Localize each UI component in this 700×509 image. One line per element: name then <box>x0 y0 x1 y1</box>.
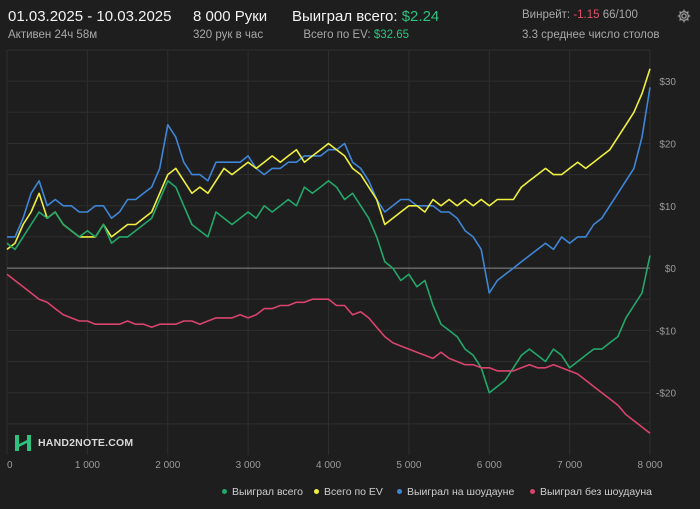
x-tick-label: 5 000 <box>396 460 421 471</box>
watermark-text: HAND2NOTE.COM <box>38 437 134 449</box>
winrate-summary: Винрейт: -1.15 66/100 <box>522 9 638 21</box>
legend-label: Выиграл без шоудауна <box>540 486 652 498</box>
winrate-label: Винрейт: <box>522 9 571 21</box>
won-total-label: Выиграл всего: <box>292 8 398 25</box>
active-time: Активен 24ч 58м <box>8 29 98 41</box>
winrate-value: -1.15 <box>573 9 600 21</box>
series-line-won-no-showdown <box>6 273 651 434</box>
chart-series <box>6 68 651 434</box>
x-tick-label: 1 000 <box>75 460 100 471</box>
legend-label: Выиграл на шоудауне <box>407 486 515 498</box>
x-tick-label: 6 000 <box>477 460 502 471</box>
won-total-summary: Выиграл всего: $2.24 <box>292 8 439 25</box>
legend-label: Выиграл всего <box>232 486 303 498</box>
winrate-count: 66/100 <box>602 9 638 21</box>
series-line-won-total <box>6 180 651 394</box>
ev-total-summary: Всего по EV: $32.65 <box>292 29 409 41</box>
y-tick-label: $10 <box>659 202 676 213</box>
y-tick-label: $30 <box>659 77 676 88</box>
legend-dot <box>397 488 402 494</box>
y-tick-label: $0 <box>665 264 677 275</box>
y-tick-label: -$10 <box>656 326 676 337</box>
x-tick-label: 8 000 <box>637 460 662 471</box>
series-line-won-showdown <box>7 87 651 294</box>
legend-label: Всего по EV <box>324 486 383 498</box>
legend-item-won-total[interactable]: Выиграл всего <box>222 486 303 498</box>
x-tick-label: 3 000 <box>236 460 261 471</box>
series-line-ev-total <box>6 68 651 251</box>
ev-total-label: Всего по EV: <box>303 29 371 41</box>
x-tick-label: 7 000 <box>557 460 582 471</box>
chart-grid <box>6 49 651 455</box>
x-tick-label: 4 000 <box>316 460 341 471</box>
x-tick-label: 2 000 <box>155 460 180 471</box>
avg-tables: 3.3 среднее число столов <box>522 29 660 41</box>
hands-count: 8 000 Руки <box>193 8 268 25</box>
hand2note-logo-icon <box>15 435 31 451</box>
legend-dot <box>222 488 227 494</box>
x-tick-label: 0 <box>7 460 13 471</box>
legend-dot <box>314 488 319 494</box>
chart-ticks: 0 1 000 2 000 3 000 4 000 5 000 6 000 7 000 8 00… <box>7 77 676 471</box>
date-range: 01.03.2025 - 10.03.2025 <box>8 8 172 25</box>
gear-icon[interactable] <box>676 8 692 24</box>
y-tick-label: -$20 <box>656 389 676 400</box>
legend-item-won-no-showdown[interactable]: Выиграл без шоудауна <box>530 486 652 498</box>
hands-per-hour: 320 рук в час <box>193 29 264 41</box>
ev-total-value: $32.65 <box>373 29 409 41</box>
won-total-value: $2.24 <box>401 8 440 25</box>
legend-item-ev-total[interactable]: Всего по EV <box>314 486 383 498</box>
legend-item-won-showdown[interactable]: Выиграл на шоудауне <box>397 486 514 498</box>
y-tick-label: $20 <box>659 139 676 150</box>
legend-dot <box>530 488 535 494</box>
hand2note-watermark: HAND2NOTE.COM <box>14 434 133 452</box>
